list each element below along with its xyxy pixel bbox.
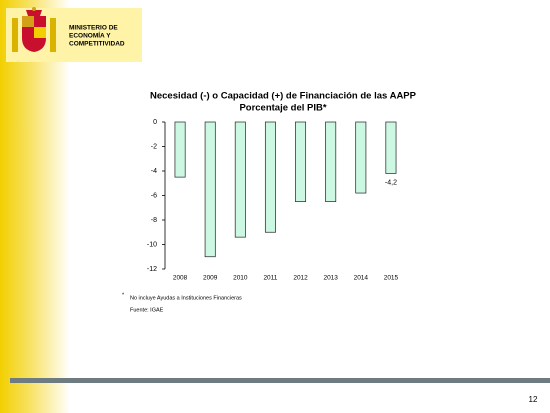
y-tick-label: -6: [151, 192, 157, 199]
y-tick-label: -12: [147, 266, 157, 273]
x-tick-label: 2009: [203, 275, 218, 282]
bar: [234, 121, 246, 238]
footer-bar: [10, 378, 550, 383]
page-number: 12: [529, 395, 538, 404]
x-tick-label: 2011: [263, 275, 277, 282]
footnote-marker: *: [122, 292, 125, 298]
x-tick-label: 2008: [173, 275, 188, 282]
bar: [325, 121, 337, 202]
chart-subtitle: Porcentaje del PIB*: [239, 103, 326, 114]
bar: [295, 121, 307, 202]
bar: [385, 121, 397, 174]
x-tick-label: 2012: [293, 275, 308, 282]
footnote: No incluye Ayudas a Instituciones Financ…: [130, 295, 242, 301]
bar: [174, 121, 186, 178]
x-tick-label: 2013: [323, 275, 338, 282]
y-tick-label: -10: [147, 241, 157, 248]
header-line: COMPETITIVIDAD: [69, 41, 125, 48]
x-tick-label: 2014: [354, 275, 369, 282]
bar: [355, 121, 367, 194]
bar: [264, 121, 276, 233]
chart-title: Necesidad (-) o Capacidad (+) de Financi…: [150, 91, 417, 102]
coat-of-arms: [12, 7, 56, 52]
x-tick-label: 2010: [233, 275, 248, 282]
y-tick-label: -4: [151, 168, 157, 175]
plot: 0 -2 -4 -6 -8 -10 -12 2008 2009 2010 2011 2012 2013 2…: [147, 119, 399, 282]
y-tick-label: 0: [153, 119, 157, 126]
side-strip: [0, 0, 70, 413]
header-line: ECONOMÍA Y: [69, 31, 111, 40]
bar: [204, 121, 216, 258]
value-label: -4,2: [385, 179, 397, 186]
y-tick-label: -2: [151, 143, 157, 150]
header-line: MINISTERIO DE: [69, 25, 118, 32]
y-tick-label: -8: [151, 217, 157, 224]
x-tick-label: 2015: [384, 275, 399, 282]
source: Fuente: IGAE: [130, 307, 164, 313]
